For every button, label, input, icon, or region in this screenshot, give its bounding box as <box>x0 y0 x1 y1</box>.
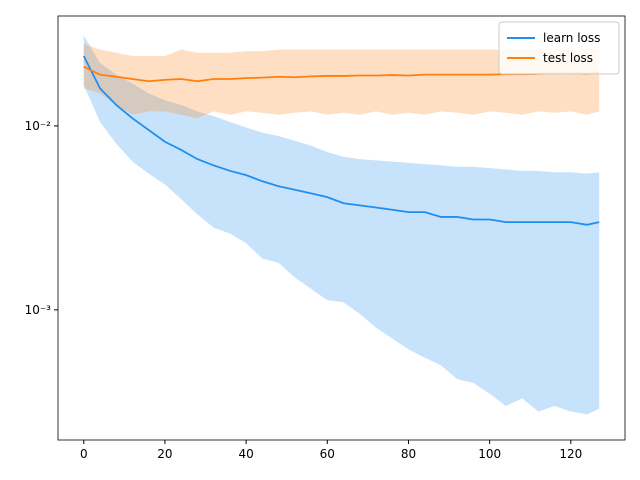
line <box>82 55 600 226</box>
y-tick-label: 10⁻³ <box>25 303 52 317</box>
x-tick-label: 120 <box>559 447 582 461</box>
legend-label: test loss <box>543 51 593 65</box>
y-tick-label: 10⁻² <box>25 119 52 133</box>
x-tick-label: 20 <box>157 447 172 461</box>
x-tick-label: 80 <box>401 447 416 461</box>
x-tick-label: 40 <box>238 447 253 461</box>
legend-label: learn loss <box>543 31 600 45</box>
legend: learn loss test loss <box>498 21 620 75</box>
band <box>83 43 600 119</box>
legend-box <box>498 21 620 75</box>
band <box>83 35 600 415</box>
x-tick-label: 60 <box>320 447 335 461</box>
x-tick-label: 0 <box>80 447 88 461</box>
x-tick-label: 100 <box>478 447 501 461</box>
plot-frame <box>57 15 626 441</box>
